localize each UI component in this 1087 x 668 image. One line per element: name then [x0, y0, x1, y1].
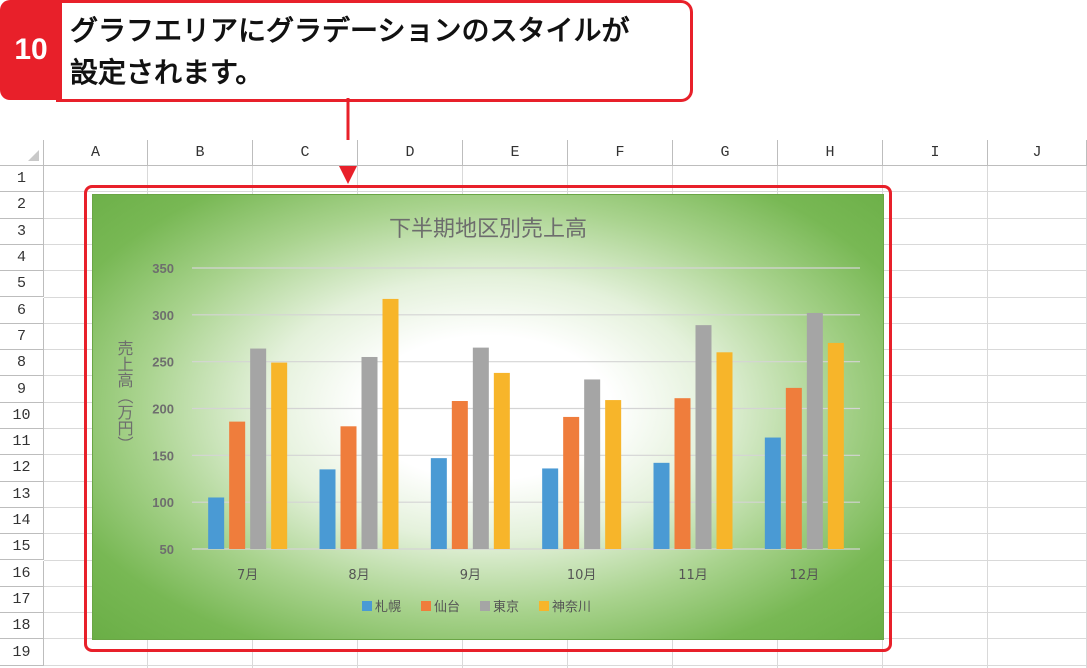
legend-label: 神奈川: [552, 600, 591, 615]
bar-神奈川-12月[interactable]: [827, 342, 844, 549]
row-header-5[interactable]: 5: [0, 271, 44, 298]
legend-swatch: [362, 601, 372, 611]
legend-label: 仙台: [434, 600, 460, 615]
y-tick-label: 200: [152, 402, 174, 417]
column-header-c[interactable]: C: [253, 140, 358, 166]
bar-東京-8月[interactable]: [361, 356, 378, 549]
callout-text-line2: 設定されます。: [70, 56, 264, 89]
column-header-i[interactable]: I: [883, 140, 988, 166]
chart-title[interactable]: 下半期地区別売上高: [389, 217, 587, 242]
legend-swatch: [480, 601, 490, 611]
x-tick-label: 12月: [790, 568, 820, 583]
legend-label: 札幌: [375, 599, 401, 615]
row-header-6[interactable]: 6: [0, 297, 44, 324]
bar-東京-7月[interactable]: [250, 348, 267, 549]
bar-chart: 下半期地区別売上高 50 100 150 200 250 300 350 7月 8月 9月 10月…: [115, 217, 860, 615]
row-header-16[interactable]: 16: [0, 560, 44, 587]
bar-仙台-12月[interactable]: [785, 387, 802, 549]
row-header-19[interactable]: 19: [0, 639, 44, 666]
bar-神奈川-8月[interactable]: [382, 298, 399, 549]
row-header-11[interactable]: 11: [0, 429, 44, 456]
bar-仙台-8月[interactable]: [340, 426, 357, 549]
select-all-corner[interactable]: [0, 140, 44, 166]
row-header-2[interactable]: 2: [0, 192, 44, 219]
y-tick-label: 250: [152, 355, 174, 370]
bar-神奈川-11月[interactable]: [716, 352, 733, 549]
row-header-17[interactable]: 17: [0, 586, 44, 614]
legend-label: 東京: [493, 599, 519, 615]
y-axis-ticks: 50 100 150 200 250 300 350: [152, 261, 174, 557]
bar-札幌-10月[interactable]: [542, 468, 559, 549]
bar-仙台-7月[interactable]: [229, 421, 246, 549]
bar-神奈川-9月[interactable]: [493, 372, 510, 549]
bar-札幌-9月[interactable]: [430, 458, 447, 549]
y-tick-label: 150: [152, 448, 174, 463]
x-tick-label: 11月: [678, 568, 708, 583]
y-tick-label: 350: [152, 261, 174, 276]
row-header-9[interactable]: 9: [0, 376, 44, 403]
row-header-10[interactable]: 10: [0, 402, 44, 429]
row-header-4[interactable]: 4: [0, 244, 44, 272]
bars: [208, 298, 844, 549]
bar-仙台-9月[interactable]: [451, 401, 468, 549]
bar-仙台-10月[interactable]: [563, 416, 580, 549]
legend-swatch: [421, 601, 431, 611]
row-header-7[interactable]: 7: [0, 323, 44, 351]
callout-text-line1: グラフエリアにグラデーションのスタイルが: [70, 14, 630, 47]
column-header-e[interactable]: E: [463, 140, 568, 166]
y-tick-label: 50: [160, 542, 174, 557]
bar-札幌-7月[interactable]: [208, 497, 225, 549]
bar-東京-11月[interactable]: [695, 325, 712, 549]
row-header-15[interactable]: 15: [0, 534, 44, 561]
bar-札幌-12月[interactable]: [764, 437, 781, 549]
chart-highlight-frame: [84, 185, 892, 652]
legend-swatch: [539, 601, 549, 611]
bar-仙台-11月[interactable]: [674, 398, 691, 549]
bar-札幌-11月[interactable]: [653, 462, 670, 549]
step-badge: 10: [0, 0, 62, 100]
y-axis-label-text: 売上高（万円）: [115, 340, 134, 452]
column-header-b[interactable]: B: [148, 140, 253, 166]
select-all-icon: [28, 150, 39, 161]
column-header-h[interactable]: H: [778, 140, 883, 166]
x-axis-ticks: 7月 8月 9月 10月 11月 12月: [237, 568, 819, 583]
bar-神奈川-7月[interactable]: [271, 362, 288, 549]
x-tick-label: 10月: [567, 568, 597, 583]
bar-札幌-8月[interactable]: [319, 469, 336, 549]
y-tick-label: 300: [152, 308, 174, 323]
row-header-14[interactable]: 14: [0, 507, 44, 535]
bar-東京-12月[interactable]: [806, 312, 823, 549]
row-header-12[interactable]: 12: [0, 455, 44, 482]
column-header-j[interactable]: J: [988, 140, 1087, 166]
gridlines: [192, 267, 860, 550]
y-axis-label[interactable]: 売上高（万円）: [115, 340, 134, 452]
bar-東京-9月[interactable]: [472, 347, 489, 549]
row-header-1[interactable]: 1: [0, 166, 44, 193]
gridline-vertical: [987, 166, 988, 668]
bar-神奈川-10月[interactable]: [605, 400, 622, 549]
row-header-13[interactable]: 13: [0, 481, 44, 508]
row-header-18[interactable]: 18: [0, 613, 44, 640]
callout-box: グラフエリアにグラデーションのスタイルが 設定されます。: [56, 0, 693, 102]
x-tick-label: 7月: [237, 568, 258, 583]
chart-area[interactable]: 下半期地区別売上高 50 100 150 200 250 300 350 7月 8月 9月 10月…: [92, 194, 884, 640]
y-tick-label: 100: [152, 495, 174, 510]
column-header-a[interactable]: A: [44, 140, 148, 166]
x-tick-label: 8月: [348, 568, 369, 583]
column-header-g[interactable]: G: [673, 140, 778, 166]
row-header-3[interactable]: 3: [0, 218, 44, 245]
legend[interactable]: 札幌 仙台 東京 神奈川: [362, 599, 591, 615]
bar-東京-10月[interactable]: [584, 379, 601, 549]
x-tick-label: 9月: [460, 568, 481, 583]
column-header-d[interactable]: D: [358, 140, 463, 166]
gridline-horizontal: [44, 664, 1087, 666]
callout: グラフエリアにグラデーションのスタイルが 設定されます。 10: [0, 0, 1087, 184]
row-header-8[interactable]: 8: [0, 350, 44, 377]
column-header-f[interactable]: F: [568, 140, 673, 166]
gridline-horizontal: [44, 191, 1087, 193]
